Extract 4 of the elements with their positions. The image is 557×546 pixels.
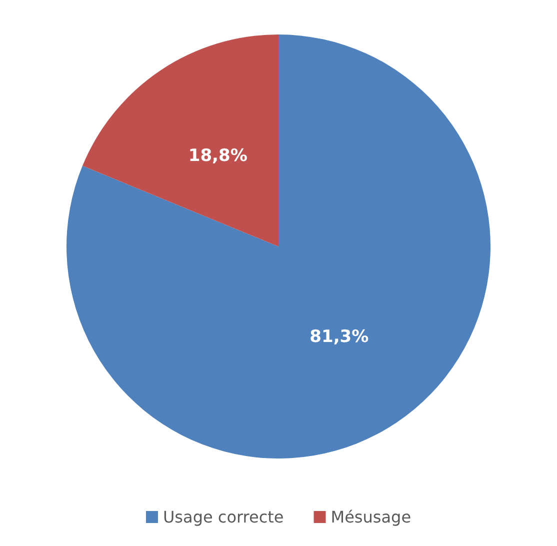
legend-label: Mésusage (330, 508, 412, 526)
legend-label: Usage correcte (162, 508, 284, 526)
data-label: 18,8% (188, 146, 248, 166)
data-label: 81,3% (310, 327, 369, 348)
